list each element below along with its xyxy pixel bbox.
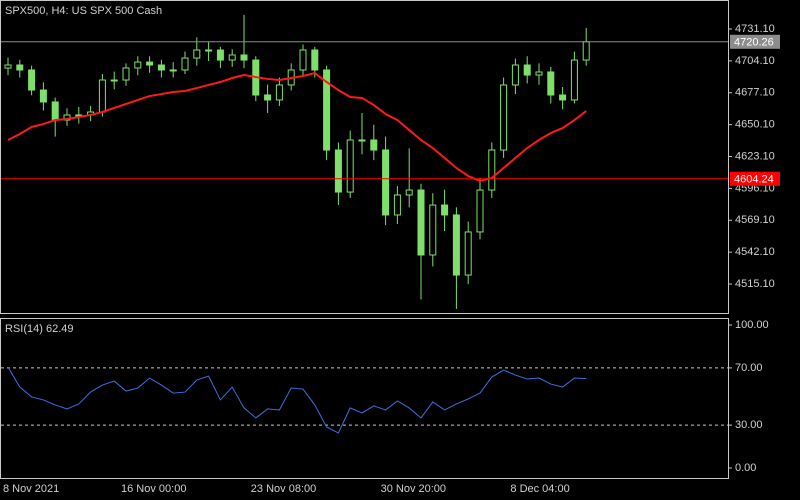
main-panel (0, 0, 729, 314)
candle-body (16, 64, 24, 71)
x-tick-label: 30 Nov 20:00 (381, 483, 446, 495)
y-tick-label: 70.00 (735, 362, 763, 374)
price-label: 4604.24 (734, 174, 774, 186)
y-tick-label: 0.00 (735, 462, 756, 474)
candle-body (334, 149, 342, 193)
candle-body (523, 64, 531, 76)
x-tick-label: 8 Nov 2021 (3, 483, 59, 495)
chart-title: SPX500, H4: US SPX 500 Cash (5, 5, 162, 17)
y-tick-label: 4569.10 (735, 214, 775, 226)
price-label-box (730, 34, 780, 49)
candle-body (311, 49, 319, 71)
candle-body (169, 69, 177, 72)
y-tick-label: 4623.10 (735, 150, 775, 162)
candle-body (570, 59, 578, 101)
candle-body (346, 139, 354, 193)
rsi-title: RSI(14) 62.49 (5, 323, 73, 335)
price-label: 4720.26 (734, 37, 774, 49)
y-tick-label: 4650.10 (735, 119, 775, 131)
candle-body (582, 41, 590, 61)
candle-body (28, 69, 36, 91)
candle-body (299, 49, 307, 71)
candle-body (393, 194, 401, 216)
candle-body (134, 61, 142, 69)
candle-body (205, 49, 213, 52)
candle-body (240, 54, 248, 61)
y-tick-label: 4677.10 (735, 87, 775, 99)
y-tick-label: 4515.10 (735, 278, 775, 290)
candle-body (358, 139, 366, 142)
y-tick-label: 4704.10 (735, 55, 775, 67)
candle-body (216, 49, 224, 61)
candle-body (535, 71, 543, 76)
x-tick-label: 8 Dec 04:00 (510, 483, 569, 495)
candle-body (264, 94, 272, 101)
y-tick-label: 30.00 (735, 419, 763, 431)
candle-body (429, 204, 437, 256)
candle-body (122, 67, 130, 81)
y-tick-label: 100.00 (735, 319, 769, 331)
candle-body (405, 189, 413, 196)
candle-body (500, 84, 508, 151)
candle-body (417, 189, 425, 256)
candle-body (511, 64, 519, 86)
candle-body (146, 61, 154, 66)
candle-body (51, 101, 59, 121)
rsi-line (7, 366, 587, 434)
x-tick-label: 23 Nov 08:00 (251, 483, 316, 495)
y-tick-label: 4542.10 (735, 246, 775, 258)
candle-body (323, 69, 331, 151)
candle-body (382, 149, 390, 216)
candle-body (452, 214, 460, 276)
rsi-panel (0, 318, 729, 479)
candle-body (476, 189, 484, 233)
candle-body (39, 89, 47, 103)
x-tick-label: 16 Nov 00:00 (121, 483, 186, 495)
candle-body (157, 64, 165, 71)
candle-body (193, 49, 201, 59)
candle-body (4, 64, 12, 69)
y-tick-label: 4731.10 (735, 23, 775, 35)
candle-body (441, 204, 449, 216)
candle-body (559, 94, 567, 101)
candle-body (275, 84, 283, 101)
candle-body (181, 57, 189, 71)
candle-body (110, 79, 118, 82)
candle-body (228, 54, 236, 61)
candle-body (464, 231, 472, 276)
candle-body (488, 149, 496, 191)
candle-body (370, 139, 378, 151)
candle-body (547, 71, 555, 96)
candle-body (98, 79, 106, 113)
price-label-box (730, 171, 780, 186)
